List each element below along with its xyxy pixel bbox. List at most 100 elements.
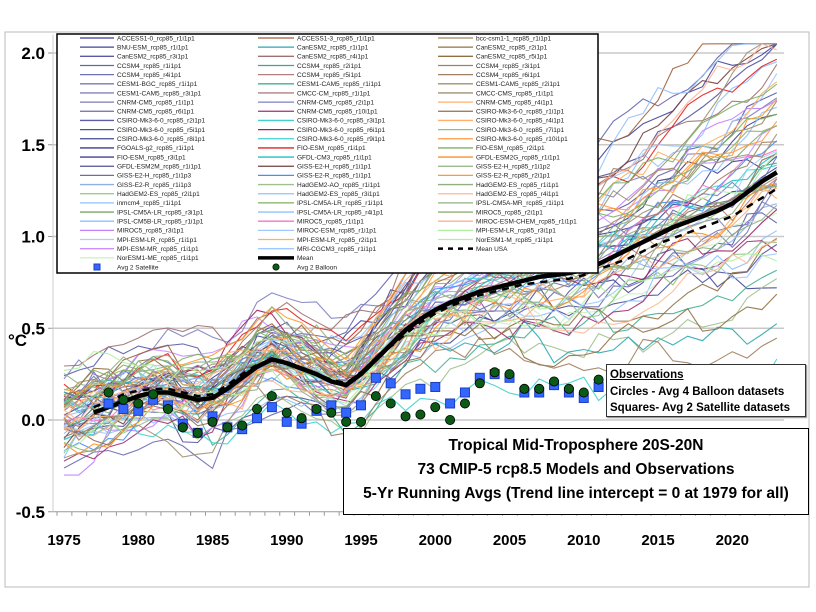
balloon-circle-point bbox=[341, 416, 352, 427]
legend-label: IPSL-CM5B-LR_rcp85_r1i1p1 bbox=[117, 219, 204, 226]
legend-label: FGOALS-g2_rcp85_r1i1p1 bbox=[117, 145, 195, 152]
legend-label: MIROC5_rcp85_r3i1p1 bbox=[117, 228, 184, 235]
satellite-square-point bbox=[459, 387, 470, 398]
balloon-circle-point bbox=[311, 403, 322, 414]
legend-label: Mean bbox=[297, 255, 314, 262]
balloon-circle-point bbox=[489, 367, 500, 378]
x-tick-label: 1995 bbox=[344, 532, 377, 549]
balloon-circle-point bbox=[400, 411, 411, 422]
balloon-circle-point bbox=[296, 413, 307, 424]
legend-label: CCSM4_rcp85_r4i1p1 bbox=[117, 72, 182, 79]
balloon-circle-point bbox=[162, 403, 173, 414]
y-tick-labels: 2.0 1.5 1.0 0.5 0.0 -0.5 bbox=[16, 44, 45, 522]
model-series-line bbox=[63, 133, 778, 459]
legend-label: CCSM4_rcp85_r2i1p1 bbox=[297, 63, 362, 70]
legend-label: CMCC-CM_rcp85_r1i1p1 bbox=[297, 90, 371, 97]
x-tick-label: 2000 bbox=[419, 532, 452, 549]
satellite-square-point bbox=[385, 378, 396, 389]
legend-label: FIO-ESM_rcp85_r2i1p1 bbox=[476, 145, 545, 152]
balloon-circle-point bbox=[192, 427, 203, 438]
legend-label: MIROC-ESM-CHEM_rcp85_r1i1p1 bbox=[476, 219, 577, 226]
legend-label: BNU-ESM_rcp85_r1i1p1 bbox=[117, 44, 189, 51]
legend-label: GFDL-CM3_rcp85_r1i1p1 bbox=[297, 154, 372, 161]
model-series-line bbox=[63, 153, 778, 446]
balloon-circle-point bbox=[385, 398, 396, 409]
legend-label: CanESM2_rcp85_r1i1p1 bbox=[297, 44, 369, 51]
legend-label: CanESM2_rcp85_r5i1p1 bbox=[476, 54, 548, 61]
x-tick-label: 2010 bbox=[567, 532, 600, 549]
x-tick-label: 1980 bbox=[122, 532, 155, 549]
legend-label: GISS-E2-H_rcp85_r1i1p3 bbox=[117, 173, 191, 180]
legend-label: CCSM4_rcp85_r1i1p1 bbox=[117, 63, 182, 70]
legend-label: CMCC-CMS_rcp85_r1i1p1 bbox=[476, 90, 554, 97]
legend-label: HadGEM2-ES_rcp85_r4i1p1 bbox=[476, 191, 559, 198]
balloon-circle-point bbox=[252, 403, 263, 414]
legend-label: IPSL-CM5A-MR_rcp85_r1i1p1 bbox=[476, 200, 565, 207]
x-tick-label: 2015 bbox=[641, 532, 674, 549]
chart-title-box: Tropical Mid-Troposphere 20S-20N 73 CMIP… bbox=[343, 428, 809, 515]
legend-circle-marker bbox=[272, 263, 280, 271]
y-tick-label: 1.0 bbox=[21, 228, 45, 247]
legend-label: bcc-csm1-1_rcp85_r1i1p1 bbox=[476, 35, 552, 42]
legend-label: CESM1-CAM5_rcp85_r2i1p1 bbox=[476, 81, 561, 88]
legend-label: GFDL-ESM2G_rcp85_r1i1p1 bbox=[476, 154, 560, 161]
legend-label: NorESM1-ME_rcp85_r1i1p1 bbox=[117, 255, 199, 262]
legend-label: CCSM4_rcp85_r3i1p1 bbox=[476, 63, 541, 70]
balloon-circle-point bbox=[459, 398, 470, 409]
balloon-circle-point bbox=[370, 391, 381, 402]
legend-label: GISS-E2-R_rcp85_r2i1p1 bbox=[476, 173, 550, 180]
legend-label: CSIRO-Mk3-6-0_rcp85_r2i1p1 bbox=[117, 118, 206, 125]
legend-label: CNRM-CM5_rcp85_r2i1p1 bbox=[297, 99, 374, 106]
legend-label: MPI-ESM-LR_rcp85_r3i1p1 bbox=[476, 228, 556, 235]
y-tick-label: 0.5 bbox=[21, 319, 45, 338]
mean-usa-line bbox=[93, 187, 778, 409]
legend-label: CSIRO-Mk3-6-0_rcp85_r3i1p1 bbox=[297, 118, 386, 125]
legend-label: CCSM4_rcp85_r5i1p1 bbox=[297, 72, 362, 79]
model-series-line bbox=[63, 240, 778, 462]
legend-label: IPSL-CM5A-LR_rcp85_r1i1p1 bbox=[297, 200, 384, 207]
legend-label: ACCESS1-0_rcp85_r1i1p1 bbox=[117, 35, 195, 42]
legend-label: MIROC-ESM_rcp85_r1i1p1 bbox=[297, 228, 377, 235]
legend-label: inmcm4_rcp85_r1i1p1 bbox=[117, 200, 182, 207]
legend-label: CESM1-CAM5_rcp85_r1i1p1 bbox=[297, 81, 382, 88]
legend-label: CSIRO-Mk3-6-0_rcp85_r6i1p1 bbox=[297, 127, 386, 134]
satellite-square-point bbox=[445, 398, 456, 409]
observations-balloon-note: Circles - Avg 4 Balloon datasets bbox=[610, 385, 785, 398]
legend-label: CESM1-BGC_rcp85_r1i1p1 bbox=[117, 81, 198, 88]
balloon-circle-point bbox=[266, 391, 277, 402]
legend-label: IPSL-CM5A-LR_rcp85_r3i1p1 bbox=[117, 209, 204, 216]
balloon-circle-point bbox=[593, 374, 604, 385]
model-series-line bbox=[63, 185, 777, 453]
legend-label: IPSL-CM5A-LR_rcp85_r4i1p1 bbox=[297, 209, 384, 216]
balloon-circle-point bbox=[430, 402, 441, 413]
legend-label: Mean USA bbox=[476, 246, 508, 253]
y-axis-label: °C bbox=[8, 331, 27, 350]
model-series-line bbox=[63, 83, 778, 405]
satellite-square-point bbox=[252, 413, 263, 424]
legend-label: Avg 2 Balloon bbox=[297, 264, 337, 271]
legend-label: CNRM-CM5_rcp85_r1i1p1 bbox=[117, 99, 194, 106]
legend-label: CSIRO-Mk3-6-0_rcp85_r8i1p1 bbox=[117, 136, 206, 143]
balloon-circle-point bbox=[355, 416, 366, 427]
y-tick-label: 0.0 bbox=[21, 411, 45, 430]
legend-label: GISS-E2-R_rcp85_r1i1p3 bbox=[117, 182, 191, 189]
legend-label: CanESM2_rcp85_r2i1p1 bbox=[476, 44, 548, 51]
legend-label: CSIRO-Mk3-6-0_rcp85_r4i1p1 bbox=[476, 118, 565, 125]
legend: ACCESS1-0_rcp85_r1i1p1 BNU-ESM_rcp85_r1i1… bbox=[56, 33, 599, 274]
legend-label: GISS-E2-R_rcp85_r1i1p1 bbox=[297, 173, 371, 180]
chart-title: Tropical Mid-Troposphere 20S-20N bbox=[448, 437, 704, 454]
balloon-circle-point bbox=[474, 378, 485, 389]
satellite-square-point bbox=[370, 372, 381, 383]
legend-label: MPI-ESM-LR_rcp85_r1i1p1 bbox=[117, 237, 197, 244]
legend-label: HadGEM2-ES_rcp85_r2i1p1 bbox=[117, 191, 200, 198]
legend-label: CNRM-CM5_rcp85_r4i1p1 bbox=[476, 99, 553, 106]
legend-box bbox=[56, 33, 599, 274]
satellite-square-point bbox=[430, 381, 441, 392]
balloon-circle-point bbox=[177, 422, 188, 433]
balloon-circle-point bbox=[563, 383, 574, 394]
legend-label: ACCESS1-3_rcp85_r1i1p1 bbox=[297, 35, 375, 42]
legend-label: CESM1-CAM5_rcp85_r3i1p1 bbox=[117, 90, 202, 97]
legend-label: MIROC5_rcp85_r1i1p1 bbox=[297, 219, 364, 226]
observations-annotation: Observations Circles - Avg 4 Balloon dat… bbox=[606, 364, 806, 417]
legend-label: CNRM-CM5_rcp85_r10i1p1 bbox=[297, 109, 378, 116]
